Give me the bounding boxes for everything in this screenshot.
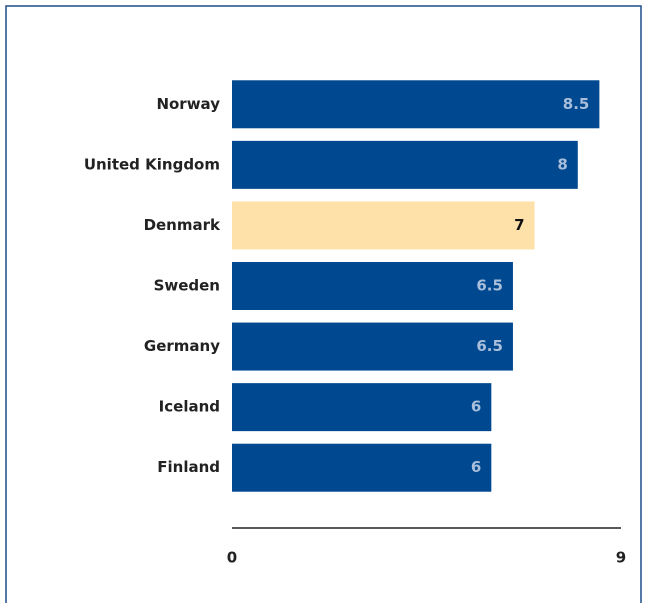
frame (5, 5, 642, 603)
value-label: 7 (514, 216, 524, 234)
y-tick-label: Sweden (154, 277, 220, 295)
y-tick-label: Germany (144, 337, 220, 355)
value-label: 6.5 (476, 337, 503, 355)
bar (232, 262, 513, 310)
x-tick-label: 9 (616, 549, 626, 567)
y-tick-label: Iceland (159, 398, 220, 416)
value-label: 6 (471, 458, 481, 476)
y-tick-label: Finland (157, 458, 220, 476)
value-label: 6.5 (476, 277, 503, 295)
bar (232, 322, 513, 371)
bar (232, 80, 600, 129)
bar (232, 443, 492, 492)
bar (232, 383, 492, 432)
bar (232, 140, 578, 189)
y-tick-label: Denmark (144, 216, 221, 234)
x-tick-label: 0 (227, 549, 237, 567)
value-label: 8 (557, 155, 567, 173)
y-tick-label: United Kingdom (84, 155, 220, 173)
value-label: 6 (471, 398, 481, 416)
value-label: 8.5 (563, 95, 590, 113)
bar (232, 201, 535, 250)
y-tick-label: Norway (156, 95, 220, 113)
